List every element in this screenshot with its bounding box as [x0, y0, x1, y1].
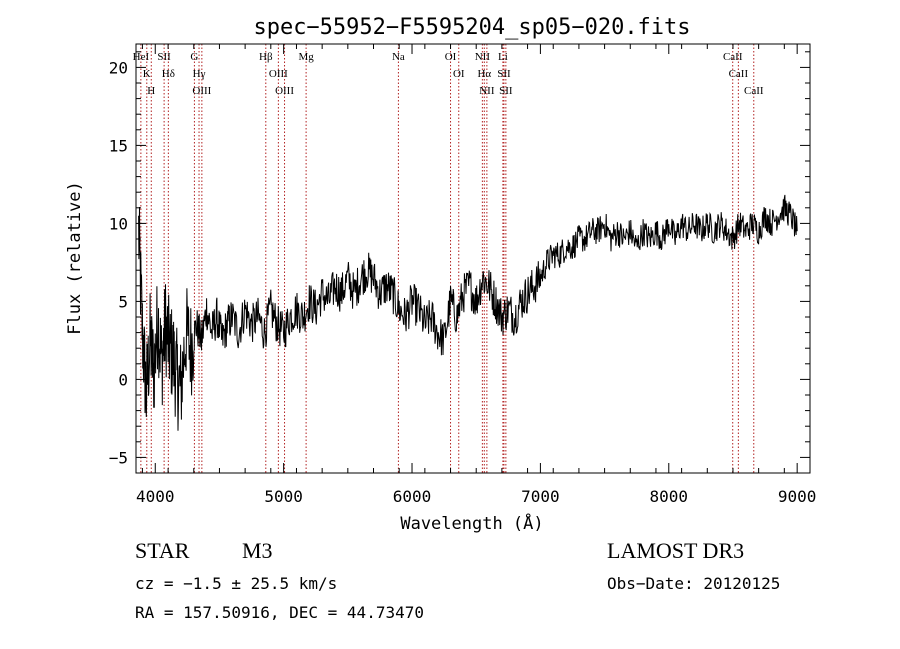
- x-tick-labels: 4000 5000 6000 7000 8000 9000: [136, 487, 816, 506]
- chart-title: spec−55952−F5595204_sp05−020.fits: [253, 15, 690, 40]
- redshift-text: cz = −1.5 ± 25.5 km/s: [135, 574, 338, 593]
- axis-ticks: [136, 44, 811, 474]
- line-label-9: OIII: [269, 68, 288, 80]
- line-label-10: OIII: [275, 85, 294, 97]
- line-label-12: Na: [392, 51, 405, 63]
- y-tick-label-4: 15: [109, 136, 128, 155]
- line-label-14: OI: [453, 68, 465, 80]
- y-tick-label-2: 5: [118, 292, 128, 311]
- x-tick-label-3: 7000: [521, 487, 560, 506]
- line-label-23: CaII: [744, 85, 764, 97]
- y-tick-label-0: −5: [109, 448, 128, 467]
- line-label-13: OI: [445, 51, 457, 63]
- y-tick-label-1: 0: [118, 370, 128, 389]
- obs-date-text: Obs−Date: 20120125: [607, 574, 781, 593]
- coords-text: RA = 157.50916, DEC = 44.73470: [135, 603, 424, 622]
- line-label-20: SII: [499, 85, 513, 97]
- x-tick-label-5: 9000: [778, 487, 817, 506]
- y-axis-label: Flux (relative): [65, 181, 85, 335]
- line-labels: HeI KH SII Hδ G Hγ OIII Hβ OIII OIII Mg Na OI OI NII Hα…: [133, 51, 764, 97]
- line-label-3: SII: [157, 51, 171, 63]
- flux-series: [138, 194, 798, 431]
- x-axis-label: Wavelength (Å): [400, 512, 543, 534]
- line-label-21: CaII: [723, 51, 743, 63]
- line-label-22: CaII: [729, 68, 749, 80]
- plot-frame: [135, 43, 811, 474]
- y-tick-labels: −5 0 5 10 15 20: [109, 58, 128, 467]
- line-label-18: Li: [498, 51, 508, 63]
- y-tick-label-3: 10: [109, 214, 128, 233]
- line-label-5: G: [190, 51, 198, 63]
- object-class: STAR: [135, 538, 190, 563]
- x-tick-label-1: 5000: [264, 487, 303, 506]
- x-tick-label-0: 4000: [136, 487, 175, 506]
- line-label-6: Hγ: [193, 68, 206, 80]
- line-label-7: OIII: [192, 85, 211, 97]
- line-label-19: SII: [497, 68, 511, 80]
- object-subclass: M3: [242, 538, 273, 563]
- line-label-1: K: [143, 68, 151, 80]
- line-label-16: Hα: [477, 68, 491, 80]
- survey-name: LAMOST DR3: [607, 538, 745, 563]
- line-label-0: HeI: [133, 51, 150, 63]
- emission-lines: [140, 44, 755, 473]
- line-label-4: Hδ: [162, 68, 175, 80]
- line-label-17: NII: [479, 85, 495, 97]
- line-label-8: Hβ: [259, 51, 273, 63]
- x-tick-label-4: 8000: [650, 487, 689, 506]
- line-label-2: H: [147, 85, 155, 97]
- y-tick-label-5: 20: [109, 58, 128, 77]
- line-label-15: NII: [475, 51, 491, 63]
- x-tick-label-2: 6000: [393, 487, 432, 506]
- line-label-11: Mg: [298, 51, 314, 63]
